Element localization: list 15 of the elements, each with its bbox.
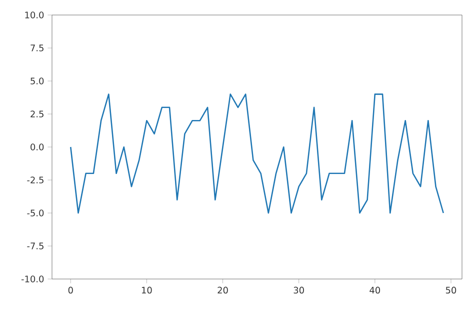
y-tick-label: 5.0 xyxy=(30,78,44,84)
y-tick-label: -5.0 xyxy=(27,210,44,216)
x-tick-label: 20 xyxy=(218,286,228,294)
x-tick-label: 0 xyxy=(68,286,73,294)
y-tick-label: 10.0 xyxy=(25,12,44,18)
y-tick-label: -2.5 xyxy=(27,176,44,184)
x-tick-label: 10 xyxy=(142,286,152,294)
y-tick-label: -7.5 xyxy=(27,242,44,250)
x-tick-label: 50 xyxy=(446,286,456,294)
y-tick-label: 2.5 xyxy=(30,110,44,118)
y-tick-label: -10.0 xyxy=(21,276,44,282)
x-tick-label: 40 xyxy=(370,286,380,294)
x-tick-label: 30 xyxy=(294,286,304,294)
y-tick-label: 7.5 xyxy=(30,44,44,52)
y-tick-label: 0.0 xyxy=(30,144,44,150)
